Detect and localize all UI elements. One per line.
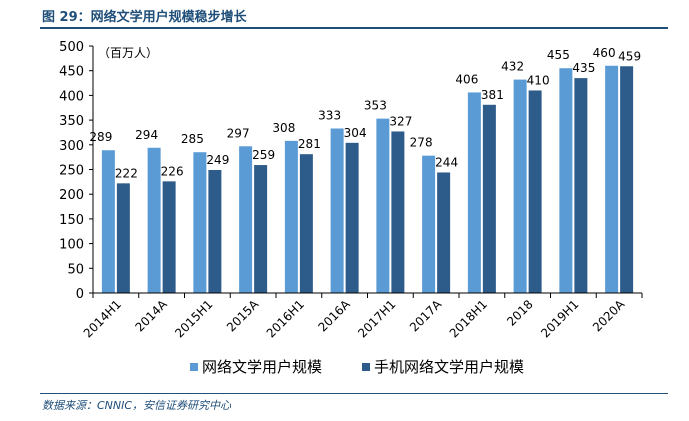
y-tick-label: 400 bbox=[59, 89, 84, 104]
y-tick-label: 500 bbox=[59, 40, 84, 55]
x-tick-label: 2017A bbox=[407, 297, 445, 335]
x-tick-label: 2015A bbox=[224, 297, 262, 335]
bar-mobile-web-literature-users bbox=[345, 142, 359, 293]
bar-web-literature-users bbox=[422, 155, 436, 293]
data-label-mobile-web-literature-users: 435 bbox=[572, 61, 595, 75]
x-tick-label: 2019H1 bbox=[538, 297, 581, 340]
bar-web-literature-users bbox=[193, 152, 207, 293]
data-label-web-literature-users: 278 bbox=[410, 136, 433, 150]
x-tick-label: 2014H1 bbox=[81, 297, 124, 340]
data-label-web-literature-users: 432 bbox=[501, 60, 524, 74]
data-label-web-literature-users: 297 bbox=[227, 126, 250, 140]
y-axis: 0 50 100 150 200 250 300 350 400 450 500 bbox=[59, 40, 94, 302]
x-tick-label: 2015H1 bbox=[172, 297, 215, 340]
y-tick-label: 450 bbox=[59, 65, 84, 80]
bar-mobile-web-literature-users bbox=[116, 183, 130, 293]
data-label-web-literature-users: 285 bbox=[181, 132, 204, 146]
data-labels: 289 294 285 297 308 333 353 278 406 432 455 460 222 2… bbox=[89, 46, 641, 181]
bar-web-literature-users bbox=[147, 147, 161, 293]
data-label-mobile-web-literature-users: 226 bbox=[161, 164, 184, 178]
y-tick-label: 350 bbox=[59, 114, 84, 129]
bar-web-literature-users bbox=[239, 146, 253, 293]
data-label-mobile-web-literature-users: 281 bbox=[298, 137, 321, 151]
data-label-mobile-web-literature-users: 259 bbox=[252, 148, 275, 162]
x-tick-label: 2017H1 bbox=[355, 297, 398, 340]
bar-mobile-web-literature-users bbox=[574, 78, 588, 293]
legend: 网络文学用户规模 手机网络文学用户规模 bbox=[190, 358, 524, 376]
y-tick-label: 250 bbox=[59, 164, 84, 179]
legend-swatch bbox=[190, 363, 198, 371]
x-tick-label: 2016A bbox=[315, 297, 353, 335]
data-label-web-literature-users: 289 bbox=[89, 130, 112, 144]
bar-mobile-web-literature-users bbox=[162, 181, 176, 293]
x-tick-label: 2016H1 bbox=[264, 297, 307, 340]
y-tick-label: 200 bbox=[59, 188, 84, 203]
bar-web-literature-users bbox=[330, 128, 344, 293]
bar-web-literature-users bbox=[284, 140, 298, 293]
x-axis: 2014H1 2014A 2015H1 2015A 2016H1 2016A 2017H1 2… bbox=[81, 292, 643, 340]
bar-web-literature-users bbox=[605, 65, 619, 293]
bar-mobile-web-literature-users bbox=[528, 90, 542, 294]
legend-label-mobile-web-literature-users: 手机网络文学用户规模 bbox=[374, 358, 524, 376]
bars bbox=[101, 65, 634, 294]
data-label-mobile-web-literature-users: 249 bbox=[206, 153, 229, 167]
data-label-web-literature-users: 308 bbox=[272, 121, 295, 135]
bar-mobile-web-literature-users bbox=[254, 165, 268, 293]
bar-mobile-web-literature-users bbox=[208, 169, 222, 293]
bar-mobile-web-literature-users bbox=[620, 66, 634, 293]
bar-web-literature-users bbox=[559, 68, 573, 293]
footer-divider bbox=[40, 393, 668, 394]
data-label-web-literature-users: 333 bbox=[318, 108, 341, 122]
bar-web-literature-users bbox=[513, 79, 527, 293]
data-label-mobile-web-literature-users: 381 bbox=[481, 88, 504, 102]
y-tick-label: 150 bbox=[59, 213, 84, 228]
unit-label: （百万人） bbox=[98, 46, 158, 60]
bar-web-literature-users bbox=[376, 118, 390, 293]
title-divider bbox=[40, 27, 668, 29]
data-label-mobile-web-literature-users: 222 bbox=[115, 166, 138, 180]
bar-web-literature-users bbox=[467, 92, 481, 293]
y-tick-label: 0 bbox=[76, 287, 84, 302]
bar-mobile-web-literature-users bbox=[437, 172, 451, 293]
legend-label-web-literature-users: 网络文学用户规模 bbox=[202, 358, 322, 376]
bar-mobile-web-literature-users bbox=[482, 104, 496, 293]
data-label-web-literature-users: 294 bbox=[135, 128, 158, 142]
bar-mobile-web-literature-users bbox=[391, 131, 405, 293]
x-tick-label: 2020A bbox=[590, 297, 628, 335]
x-tick-label: 2014A bbox=[132, 297, 170, 335]
y-tick-label: 100 bbox=[59, 238, 84, 253]
source-note: 数据来源：CNNIC，安信证券研究中心 bbox=[42, 399, 232, 412]
legend-swatch bbox=[362, 363, 370, 371]
chart-title: 图 29：网络文学用户规模稳步增长 bbox=[42, 10, 247, 25]
y-tick-label: 300 bbox=[59, 139, 84, 154]
bar-web-literature-users bbox=[101, 150, 115, 293]
data-label-web-literature-users: 460 bbox=[593, 46, 616, 60]
x-tick-label: 2018 bbox=[504, 297, 535, 328]
bar-mobile-web-literature-users bbox=[299, 154, 313, 293]
x-tick-label: 2018H1 bbox=[447, 297, 490, 340]
data-label-mobile-web-literature-users: 244 bbox=[435, 155, 458, 169]
data-label-mobile-web-literature-users: 327 bbox=[389, 114, 412, 128]
data-label-mobile-web-literature-users: 304 bbox=[344, 126, 367, 140]
data-label-mobile-web-literature-users: 410 bbox=[527, 73, 550, 87]
data-label-web-literature-users: 353 bbox=[364, 99, 387, 113]
data-label-web-literature-users: 406 bbox=[455, 72, 478, 86]
y-tick-label: 50 bbox=[67, 262, 84, 277]
data-label-web-literature-users: 455 bbox=[547, 48, 570, 62]
data-label-mobile-web-literature-users: 459 bbox=[618, 49, 641, 63]
